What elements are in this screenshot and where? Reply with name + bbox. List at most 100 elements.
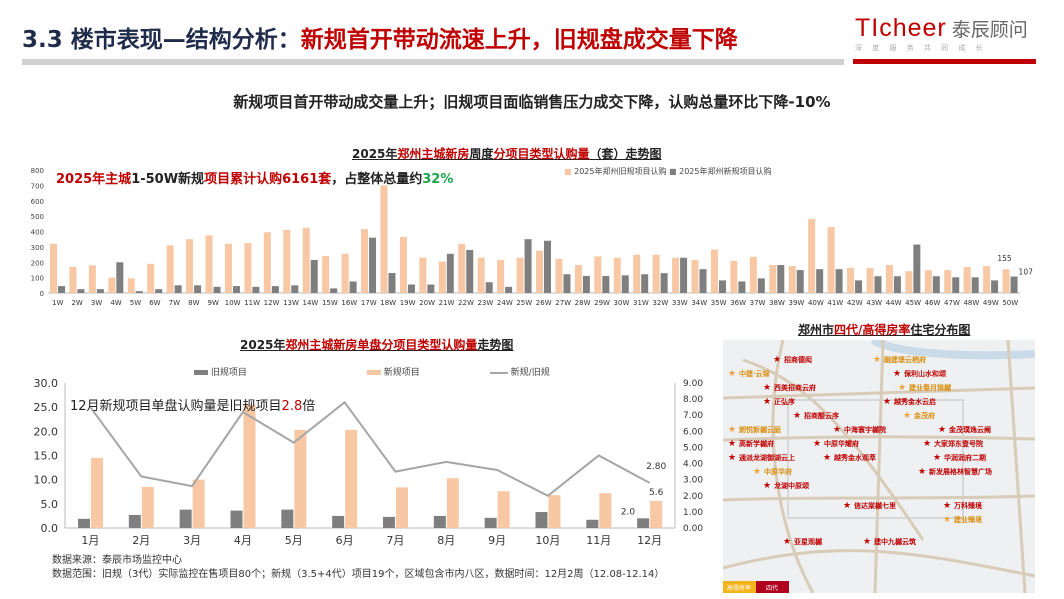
bar-new [396, 487, 408, 528]
bar-new [141, 486, 154, 528]
orange-star-icon: ★ [753, 467, 761, 477]
y-tick-label: 15.0 [34, 450, 59, 463]
bar-new [582, 275, 590, 293]
x-tick-label: 21W [439, 299, 455, 307]
bar-new [291, 285, 299, 293]
red-star-icon: ★ [783, 537, 791, 547]
y-tick-label: 0.0 [41, 522, 59, 535]
bar-old [885, 265, 893, 293]
x-tick-label: 4W [110, 299, 121, 307]
bar-old [477, 257, 485, 293]
x-tick-label: 35W [711, 299, 727, 307]
bar-new [407, 284, 415, 293]
bar-new [294, 429, 307, 528]
project-label: 中海寰宇樾院 [844, 425, 886, 434]
red-star-icon: ★ [773, 355, 781, 365]
y2-tick-label: 7.00 [683, 411, 703, 421]
orange-star-icon: ★ [873, 355, 881, 365]
x-tick-label: 23W [477, 299, 493, 307]
bar-new [91, 457, 103, 528]
bar-old [847, 267, 855, 293]
road [723, 435, 1035, 442]
x-tick-label: 39W [789, 299, 805, 307]
x-tick-label: 11月 [586, 534, 611, 547]
y-tick-label: 500 [31, 213, 44, 221]
project-label: 中原华耀府 [824, 439, 859, 448]
ring-road [787, 399, 964, 519]
bar-old [230, 510, 243, 528]
x-tick-label: 5月 [285, 534, 303, 547]
bar-new [155, 289, 163, 293]
project-label: 西美招商云府 [774, 383, 816, 392]
y2-tick-label: 8.00 [683, 395, 703, 405]
bar-old [866, 268, 874, 293]
bar-old [827, 227, 835, 293]
project-map[interactable]: ★ 招商德闳 ★ 融建璟云栖府★ 中建·云锦 ★ 保利山水和颂★ 西美招商云府 ★ 建业春月锦樾★… [723, 340, 1035, 593]
x-tick-label: 12月 [637, 534, 662, 547]
bar-new [192, 479, 205, 528]
bar-old [383, 516, 395, 528]
bar-new [194, 285, 202, 293]
bar-old [749, 256, 757, 293]
title-part: 走势图 [477, 338, 514, 352]
x-tick-label: 20W [419, 299, 435, 307]
title-prefix: 3.3 楼市表现—结构分析： [22, 27, 301, 53]
bar-old [244, 243, 252, 293]
x-tick-label: 12W [264, 299, 280, 307]
x-tick-label: 10月 [535, 534, 560, 547]
title-part: 周度 [469, 147, 494, 161]
x-tick-label: 2W [71, 299, 82, 307]
red-star-icon: ★ [863, 537, 871, 547]
x-tick-label: 22W [458, 299, 474, 307]
bar-old [808, 218, 816, 293]
red-star-icon: ★ [763, 481, 771, 491]
x-tick-label: 26W [536, 299, 552, 307]
bar-new [427, 284, 435, 293]
bar-old [637, 518, 650, 528]
x-tick-label: 7月 [386, 534, 404, 547]
project-label: 金茂府 [913, 411, 935, 420]
road [742, 358, 925, 541]
bar-old [433, 515, 446, 528]
road [723, 494, 1035, 502]
bar-old [108, 277, 116, 293]
bar-old [361, 229, 369, 293]
legend-label: 高得房率 [727, 584, 751, 592]
bar-new [952, 277, 960, 293]
orange-star-icon: ★ [898, 383, 906, 393]
red-star-icon: ★ [918, 467, 926, 477]
x-tick-label: 43W [866, 299, 882, 307]
bar-old [69, 266, 77, 293]
bar-new [349, 281, 357, 293]
bar-new [232, 286, 240, 293]
project-label: 龙湖中原颂 [773, 481, 809, 490]
project-label: 保利山水和颂 [903, 369, 946, 378]
y-tick-label: 20.0 [34, 425, 59, 438]
data-source-note: 数据来源：泰辰市场监控中心 [52, 555, 182, 566]
x-tick-label: 24W [497, 299, 513, 307]
bar-new [796, 270, 804, 293]
weekly-annotation: 2025年主城1-50W新规项目累计认购6161套，占整体总量约32% [56, 172, 454, 187]
y-tick-label: 30.0 [34, 377, 59, 390]
bar-new [777, 265, 785, 293]
bar-new [271, 286, 279, 293]
x-tick-label: 8月 [437, 534, 455, 547]
bar-new [524, 239, 532, 293]
title-part: 郑州主城新房单盘分项目类型认购量 [285, 338, 478, 352]
x-tick-label: 42W [847, 299, 863, 307]
project-label: 建中九樾云筑 [874, 537, 916, 546]
bar-new [932, 276, 940, 293]
bar-old [730, 260, 738, 293]
project-label: 越秀金水云启 [893, 397, 936, 406]
title-part: 郑州主城新房 [397, 147, 470, 161]
bar-old [672, 257, 680, 293]
bar-old [613, 257, 621, 293]
bar-old [166, 245, 174, 293]
red-star-icon: ★ [883, 397, 891, 407]
bar-old [205, 235, 213, 293]
project-label: 建业春月锦樾 [909, 383, 952, 392]
project-label: 万科臻境 [953, 501, 982, 510]
page-title: 3.3 楼市表现—结构分析：新规首开带动流速上升，旧规盘成交量下降 [22, 20, 738, 54]
bar-new [77, 289, 85, 293]
logo-divider [853, 59, 1036, 64]
